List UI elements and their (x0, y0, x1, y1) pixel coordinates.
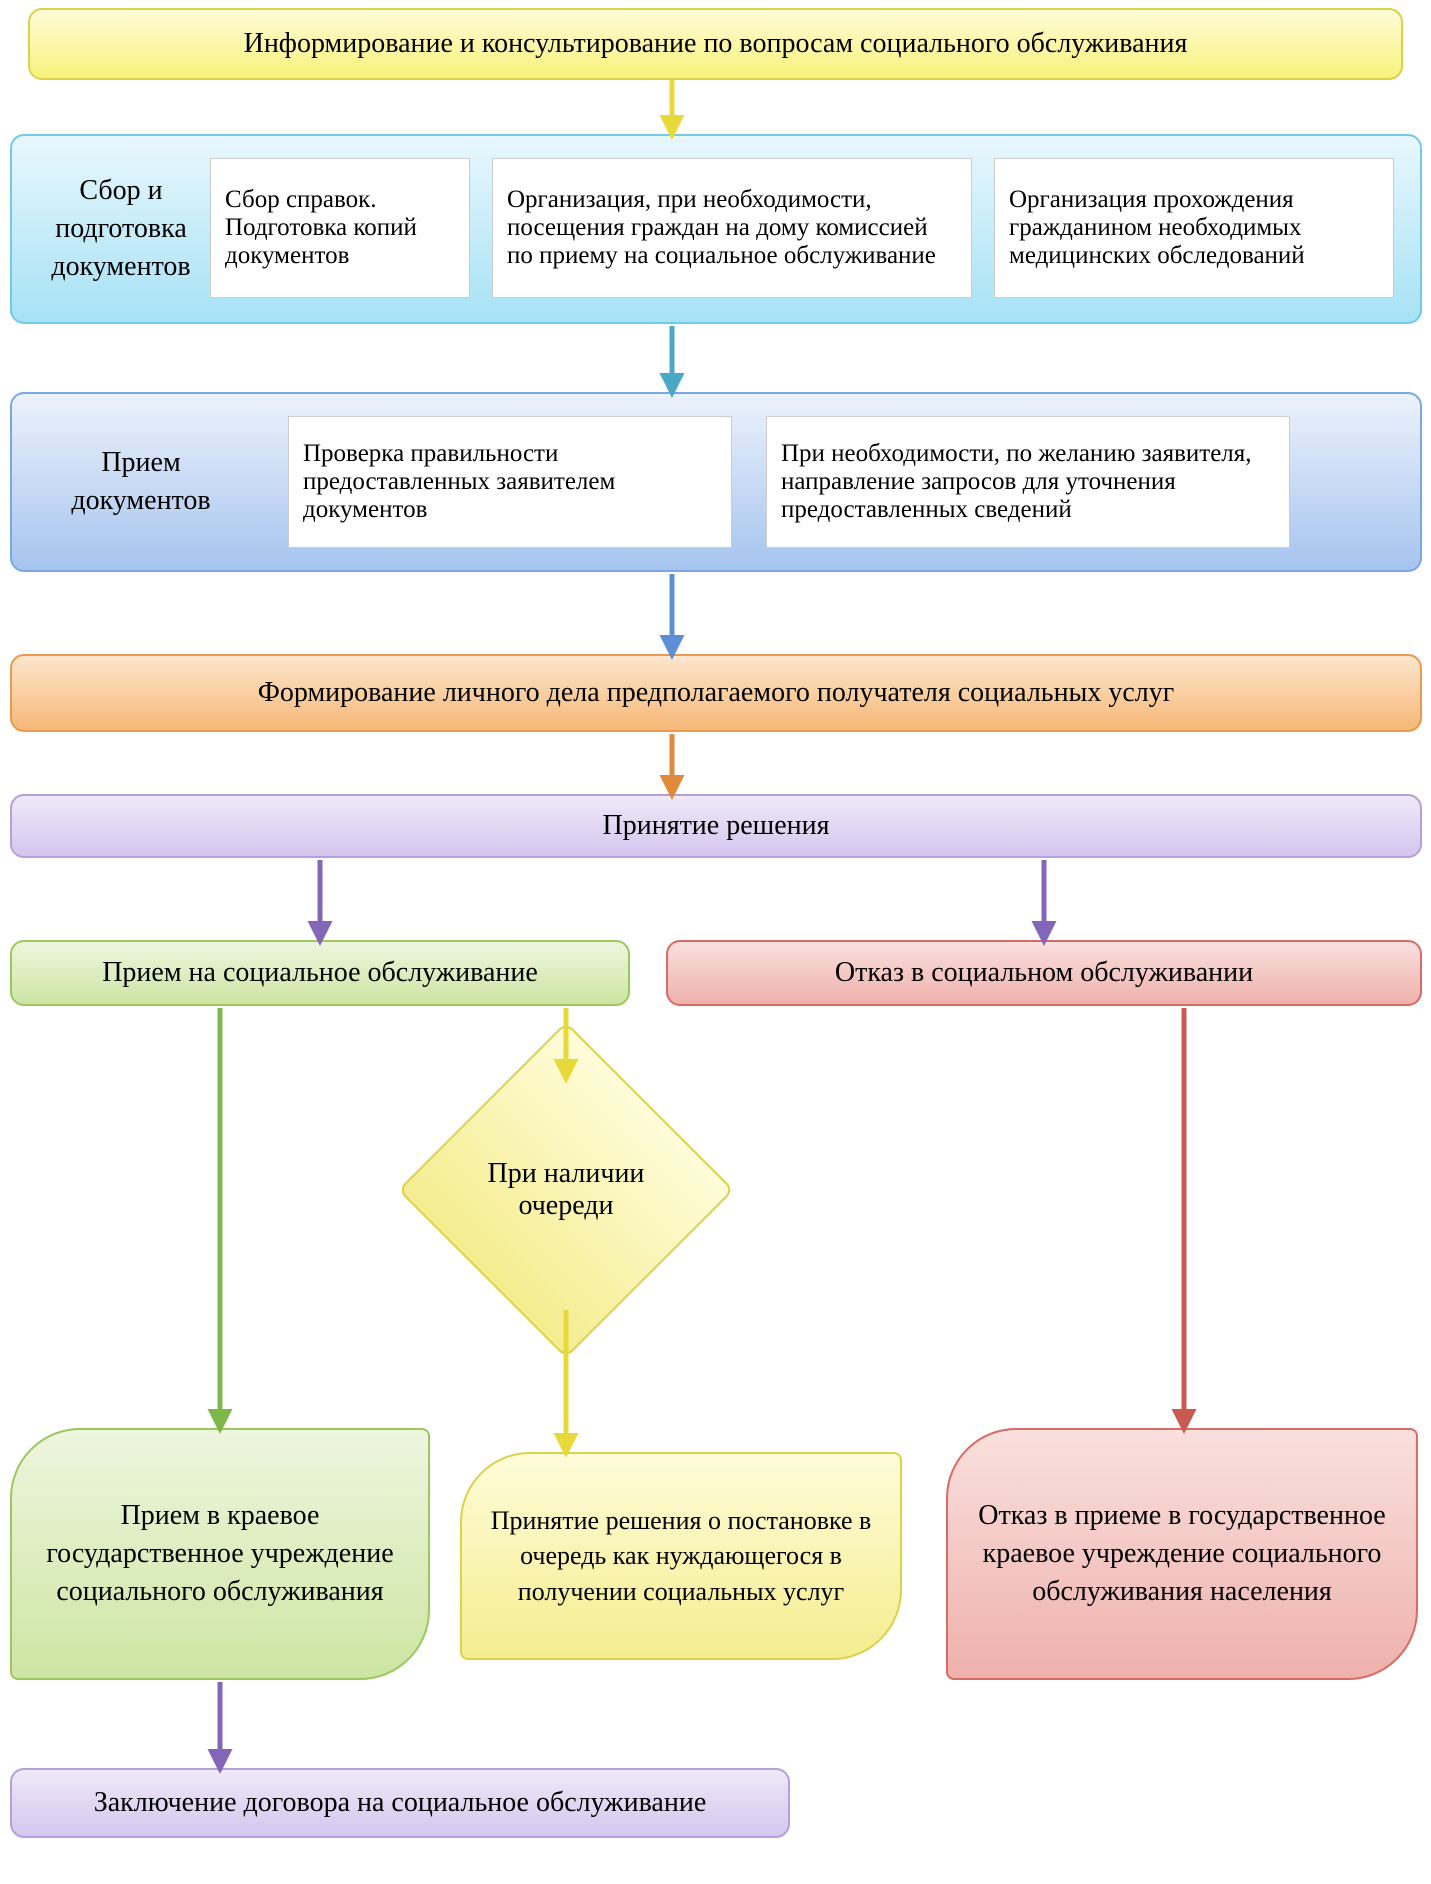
subbox-requests: При необходимости, по желанию заявителя,… (766, 416, 1290, 548)
node-queue-decision-text: Принятие решения о постановке в очередь … (490, 1503, 872, 1608)
node-form-case: Формирование личного дела предполагаемог… (10, 654, 1422, 732)
node-queue-diamond-text: При наличии очереди (471, 1158, 661, 1222)
node-accept-institution-text: Прием в краевое государственное учрежден… (40, 1497, 400, 1610)
node-contract-text: Заключение договора на социальное обслуж… (94, 1784, 707, 1822)
node-decision: Принятие решения (10, 794, 1422, 858)
subbox-medical: Организация прохождения гражданином необ… (994, 158, 1394, 298)
subbox-home-visit-text: Организация, при необходимости, посещени… (507, 186, 957, 270)
subbox-medical-text: Организация прохождения гражданином необ… (1009, 186, 1379, 270)
node-queue-diamond: При наличии очереди (447, 1071, 685, 1309)
node-accept-service: Прием на социальное обслуживание (10, 940, 630, 1006)
node-reject-service: Отказ в социальном обслуживании (666, 940, 1422, 1006)
node-contract: Заключение договора на социальное обслуж… (10, 1768, 790, 1838)
node-reject-institution: Отказ в приеме в государственное краевое… (946, 1428, 1418, 1680)
node-reject-service-text: Отказ в социальном обслуживании (835, 954, 1253, 992)
flowchart-canvas: Информирование и консультирование по воп… (0, 0, 1431, 1884)
node-accept-service-text: Прием на социальное обслуживание (102, 954, 538, 992)
subbox-requests-text: При необходимости, по желанию заявителя,… (781, 440, 1275, 524)
node-accept-institution: Прием в краевое государственное учрежден… (10, 1428, 430, 1680)
node-collect-docs-label: Сбор и подготовка документов (36, 172, 206, 285)
node-form-case-text: Формирование личного дела предполагаемог… (258, 674, 1175, 712)
subbox-verify-text: Проверка правильности предоставленных за… (303, 440, 717, 524)
node-inform-text: Информирование и консультирование по воп… (244, 25, 1188, 63)
subbox-verify: Проверка правильности предоставленных за… (288, 416, 732, 548)
node-decision-text: Принятие решения (603, 807, 830, 845)
subbox-collect-refs-text: Сбор справок. Подготовка копий документо… (225, 186, 455, 270)
node-reject-institution-text: Отказ в приеме в государственное краевое… (976, 1497, 1388, 1610)
node-queue-decision: Принятие решения о постановке в очередь … (460, 1452, 902, 1660)
node-inform: Информирование и консультирование по воп… (28, 8, 1403, 80)
subbox-collect-refs: Сбор справок. Подготовка копий документо… (210, 158, 470, 298)
subbox-home-visit: Организация, при необходимости, посещени… (492, 158, 972, 298)
node-accept-docs-label: Прием документов (36, 444, 246, 520)
